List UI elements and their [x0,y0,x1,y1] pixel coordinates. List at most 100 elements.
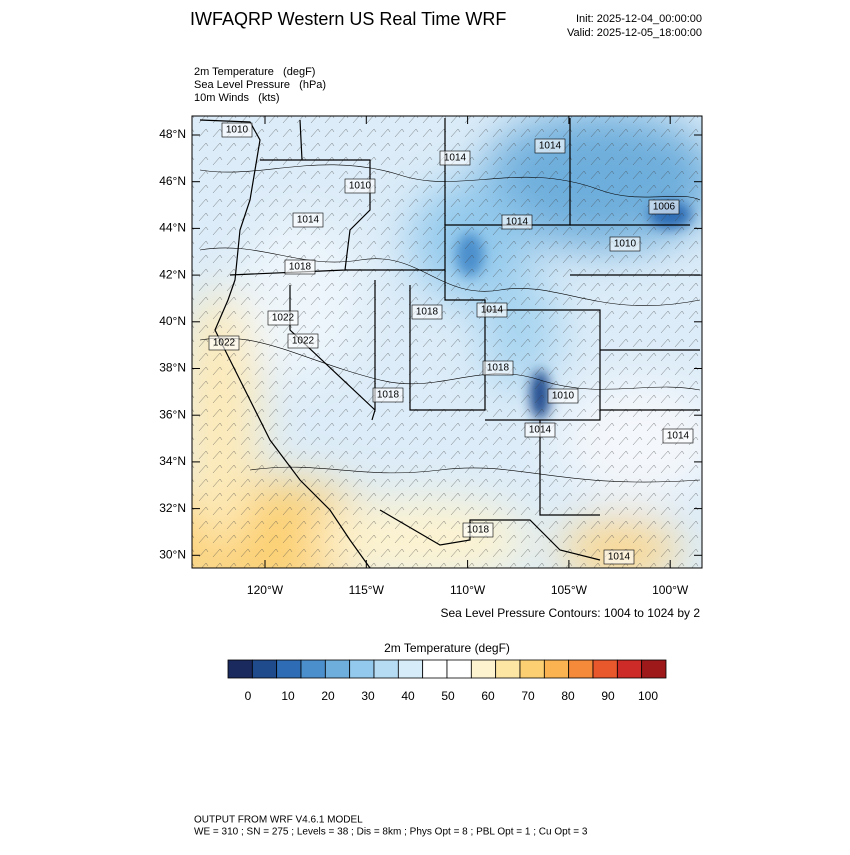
contour-label: 1022 [292,336,315,347]
lon-label: 105°W [551,583,588,597]
contour-label: 1010 [226,125,249,136]
contour-label-box [482,360,514,376]
contour-label: 1014 [506,217,529,228]
valid-time: Valid: 2025-12-05_18:00:00 [567,27,702,39]
footer-line: WE = 310 ; SN = 275 ; Levels = 38 ; Dis … [194,827,588,838]
contour-label-box [524,422,556,438]
colorbar-box [568,659,594,679]
init-time: Init: 2025-12-04_00:00:00 [576,13,702,25]
lat-label: 30°N [159,547,186,561]
contour-label-box [476,302,508,318]
lat-label: 38°N [159,361,186,375]
colorbar-label: 60 [481,689,495,703]
contour-label: 1018 [377,390,400,401]
contour-label: 1010 [614,239,637,250]
contour-label-box [292,212,324,228]
colorbar-box [641,659,667,679]
lat-label: 36°N [159,407,186,421]
contour-labels: 1010 1014 1014 1010 1014 1014 1006 1010 1018 1018… [208,122,694,565]
contour-label-box [267,310,299,326]
field-label: Sea Level Pressure (hPa) [194,79,326,91]
contour-label: 1014 [667,431,690,442]
colorbar-box [349,659,375,679]
lat-label: 42°N [159,267,186,281]
colorbar-title: 2m Temperature (degF) [384,641,510,655]
contour-label-box [648,199,680,215]
lon-label: 110°W [450,583,486,597]
contour-label: 1014 [539,141,562,152]
field-label: 10m Winds (kts) [194,92,280,104]
colorbar-box [495,659,521,679]
contour-label-box [344,178,376,194]
lon-label: 100°W [652,583,689,597]
colorbar-box [373,659,399,679]
contour-label: 1014 [444,153,467,164]
colorbar-label: 20 [321,689,335,703]
lon-label: 115°W [349,583,385,597]
contour-label: 1006 [653,202,676,213]
field-label: 2m Temperature (degF) [194,66,315,78]
colorbar-box [616,659,643,679]
colorbar-label: 90 [601,689,615,703]
colorbar-label: 80 [561,689,575,703]
lat-label: 32°N [159,501,186,515]
contour-label: 1018 [416,307,439,318]
colorbar-label: 40 [401,689,415,703]
colorbar-box [543,659,570,679]
colorbar-box [446,659,472,679]
contour-label: 1014 [608,552,631,563]
colorbar-box [251,659,278,679]
contour-label-box [411,304,443,320]
contour-note: Sea Level Pressure Contours: 1004 to 102… [441,606,701,620]
colorbar-box [276,659,302,679]
footer-line: OUTPUT FROM WRF V4.6.1 MODEL [194,815,363,826]
colorbar-label: 100 [638,689,658,703]
contour-label-box [221,122,253,138]
colorbar-box [324,659,351,679]
contour-label: 1018 [467,525,490,536]
contour-label: 1010 [552,391,575,402]
lon-label: 120°W [247,583,284,597]
colorbar-box [227,659,253,679]
lat-label: 46°N [159,174,186,188]
colorbar-box [397,659,424,679]
contour-label: 1018 [289,262,312,273]
lat-label: 34°N [159,454,186,468]
contour-label-box [439,150,471,166]
colorbar-box [519,659,545,679]
colorbar-label: 30 [361,689,375,703]
title: IWFAQRP Western US Real Time WRF [190,9,506,29]
map-frame [191,115,703,569]
lat-label: 40°N [159,314,186,328]
contour-label: 1010 [349,181,372,192]
colorbar-label: 0 [245,689,252,703]
map-field [192,116,702,568]
colorbar-label: 10 [281,689,295,703]
axes: 48°N 46°N 44°N 42°N 40°N 38°N 36°N 34°N 32°N 30°N… [159,116,702,597]
contour-label-box [547,388,579,404]
contour-label-box [662,428,694,444]
contour-label: 1022 [213,338,236,349]
colorbar-box [592,659,618,679]
contour-label: 1022 [272,313,295,324]
contour-label-box [609,236,641,252]
contour-label-box [603,549,635,565]
contour-label: 1014 [481,305,504,316]
contour-label-box [534,138,566,154]
contour-label-box [462,522,494,538]
lat-label: 44°N [159,221,186,235]
contour-label-box [284,259,316,275]
contour-label-box [372,387,404,403]
colorbar-label: 70 [521,689,535,703]
contour-label: 1014 [297,215,320,226]
contour-label: 1014 [529,425,552,436]
contour-label-box [208,335,240,351]
contour-label-box [501,214,533,230]
contour-label-box [287,333,319,349]
colorbar-box [422,659,448,679]
colorbar: 0 10 20 30 40 50 60 70 80 90 100 [227,659,667,703]
colorbar-box [470,659,497,679]
lat-label: 48°N [159,127,186,141]
colorbar-box [300,659,326,679]
